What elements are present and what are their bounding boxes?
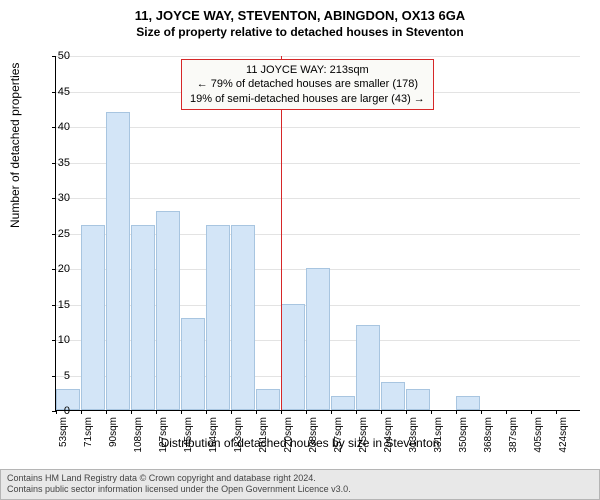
x-tick	[556, 410, 557, 414]
bar	[231, 225, 255, 410]
info-box: 11 JOYCE WAY: 213sqm← 79% of detached ho…	[181, 59, 434, 110]
x-tick-label: 220sqm	[283, 417, 294, 457]
bar	[81, 225, 105, 410]
x-tick	[156, 410, 157, 414]
x-tick-label: 405sqm	[533, 417, 544, 457]
x-tick-label: 183sqm	[233, 417, 244, 457]
bar	[381, 382, 405, 410]
info-line-2: ← 79% of detached houses are smaller (17…	[190, 77, 425, 91]
x-tick-label: 164sqm	[208, 417, 219, 457]
x-tick	[131, 410, 132, 414]
y-tick-label: 30	[45, 192, 70, 204]
x-tick-label: 90sqm	[108, 417, 119, 457]
x-tick	[406, 410, 407, 414]
x-tick-label: 275sqm	[358, 417, 369, 457]
gridline	[56, 163, 580, 164]
x-tick-label: 201sqm	[258, 417, 269, 457]
bar	[131, 225, 155, 410]
x-tick	[256, 410, 257, 414]
x-tick	[456, 410, 457, 414]
x-tick	[206, 410, 207, 414]
bar	[256, 389, 280, 410]
x-tick	[506, 410, 507, 414]
x-tick-label: 257sqm	[333, 417, 344, 457]
x-tick-label: 127sqm	[158, 417, 169, 457]
bar	[156, 211, 180, 410]
x-tick	[106, 410, 107, 414]
x-tick-label: 145sqm	[183, 417, 194, 457]
bar	[406, 389, 430, 410]
x-tick-label: 350sqm	[458, 417, 469, 457]
info-line-1: 11 JOYCE WAY: 213sqm	[190, 63, 425, 77]
x-tick	[231, 410, 232, 414]
x-tick-label: 387sqm	[508, 417, 519, 457]
y-tick-label: 45	[45, 86, 70, 98]
y-tick-label: 10	[45, 334, 70, 346]
y-tick-label: 20	[45, 263, 70, 275]
chart-container: 11, JOYCE WAY, STEVENTON, ABINGDON, OX13…	[0, 8, 600, 468]
x-tick-label: 238sqm	[308, 417, 319, 457]
gridline	[56, 127, 580, 128]
x-tick-label: 424sqm	[558, 417, 569, 457]
x-tick	[181, 410, 182, 414]
x-tick-label: 294sqm	[383, 417, 394, 457]
x-tick	[381, 410, 382, 414]
x-tick-label: 313sqm	[408, 417, 419, 457]
chart-subtitle: Size of property relative to detached ho…	[0, 25, 600, 39]
x-tick	[331, 410, 332, 414]
bar	[281, 304, 305, 411]
bar	[456, 396, 480, 410]
y-tick-label: 0	[45, 405, 70, 417]
x-tick	[481, 410, 482, 414]
footer-line-1: Contains HM Land Registry data © Crown c…	[7, 473, 593, 485]
x-tick-label: 71sqm	[83, 417, 94, 457]
x-tick-label: 53sqm	[58, 417, 69, 457]
y-tick-label: 15	[45, 299, 70, 311]
footer-attribution: Contains HM Land Registry data © Crown c…	[0, 469, 600, 500]
x-tick-label: 368sqm	[483, 417, 494, 457]
x-tick	[356, 410, 357, 414]
bar	[306, 268, 330, 410]
x-tick	[281, 410, 282, 414]
x-tick	[531, 410, 532, 414]
footer-line-2: Contains public sector information licen…	[7, 484, 593, 496]
y-tick-label: 25	[45, 228, 70, 240]
x-tick-label: 331sqm	[433, 417, 444, 457]
plot-area: 11 JOYCE WAY: 213sqm← 79% of detached ho…	[55, 56, 580, 411]
y-tick-label: 5	[45, 370, 70, 382]
y-tick-label: 40	[45, 121, 70, 133]
gridline	[56, 198, 580, 199]
chart-title: 11, JOYCE WAY, STEVENTON, ABINGDON, OX13…	[0, 8, 600, 23]
bar	[106, 112, 130, 410]
x-tick	[306, 410, 307, 414]
y-axis-title: Number of detached properties	[8, 63, 22, 228]
bar	[206, 225, 230, 410]
x-tick	[431, 410, 432, 414]
x-tick-label: 108sqm	[133, 417, 144, 457]
y-tick-label: 50	[45, 50, 70, 62]
info-line-3: 19% of semi-detached houses are larger (…	[190, 92, 425, 106]
bar	[181, 318, 205, 410]
x-tick	[81, 410, 82, 414]
gridline	[56, 56, 580, 57]
bar	[356, 325, 380, 410]
bar	[331, 396, 355, 410]
y-tick-label: 35	[45, 157, 70, 169]
